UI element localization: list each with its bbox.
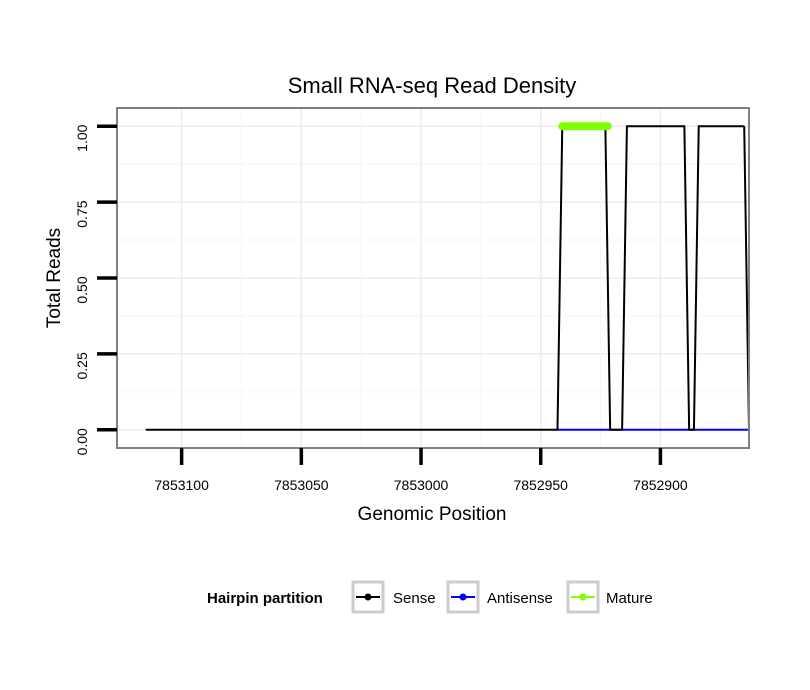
legend: Hairpin partition Sense Antisense Mature (207, 580, 653, 614)
y-tick-label: 1.00 (74, 124, 90, 151)
y-axis-title: Total Reads (44, 228, 65, 328)
x-tick-label: 7853050 (274, 477, 329, 493)
grid-lines (117, 108, 749, 448)
legend-dot-antisense (459, 593, 467, 601)
x-tick-label: 7852950 (513, 477, 568, 493)
legend-item-mature: Mature (566, 580, 653, 614)
legend-dot-mature (579, 593, 587, 601)
legend-label-antisense: Antisense (487, 590, 553, 607)
x-tick-label: 7852900 (633, 477, 688, 493)
chart-title: Small RNA-seq Read Density (288, 73, 577, 98)
legend-item-antisense: Antisense (446, 580, 553, 614)
sense-line (145, 125, 745, 431)
y-axis: 0.00 0.25 0.50 0.75 1.00 (74, 124, 117, 455)
y-tick-label: 0.50 (74, 276, 90, 303)
series-layer (145, 122, 750, 431)
x-tick-label: 7853100 (154, 477, 209, 493)
x-axis: 7853100 7853050 7853000 7852950 7852900 (154, 448, 688, 493)
legend-item-sense: Sense (351, 580, 436, 614)
x-tick-label: 7853000 (394, 477, 449, 493)
y-tick-label: 0.75 (74, 200, 90, 227)
legend-label-mature: Mature (606, 590, 653, 607)
y-tick-label: 0.25 (74, 352, 90, 379)
legend-title: Hairpin partition (207, 590, 323, 607)
legend-label-sense: Sense (393, 590, 436, 607)
y-tick-label: 0.00 (74, 428, 90, 455)
legend-dot-sense (364, 593, 372, 601)
x-axis-title: Genomic Position (358, 504, 507, 525)
